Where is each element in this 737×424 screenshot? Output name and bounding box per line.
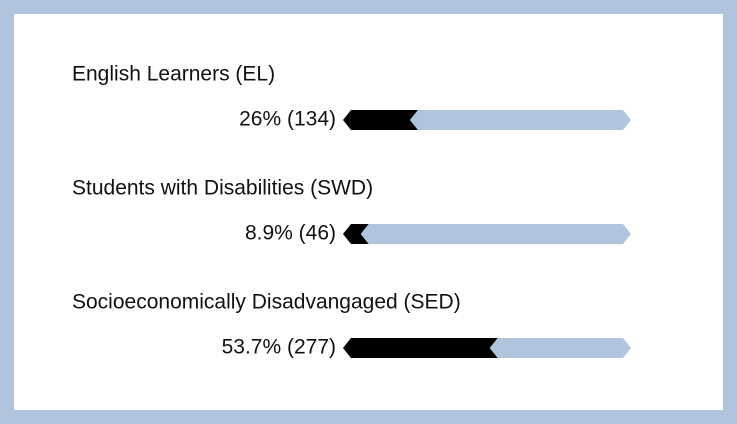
category-label: English Learners (EL) <box>72 63 275 86</box>
bar <box>343 338 498 358</box>
value-label: 53.7% (277) <box>222 336 336 359</box>
bar <box>343 110 418 130</box>
category-label: Socioeconomically Disadvangaged (SED) <box>72 291 461 314</box>
bar-track <box>343 224 631 244</box>
value-label: 8.9% (46) <box>245 222 336 245</box>
bar-track <box>343 110 631 130</box>
category-label: Students with Disabilities (SWD) <box>72 177 373 200</box>
bar <box>343 224 369 244</box>
value-label: 26% (134) <box>239 108 336 131</box>
